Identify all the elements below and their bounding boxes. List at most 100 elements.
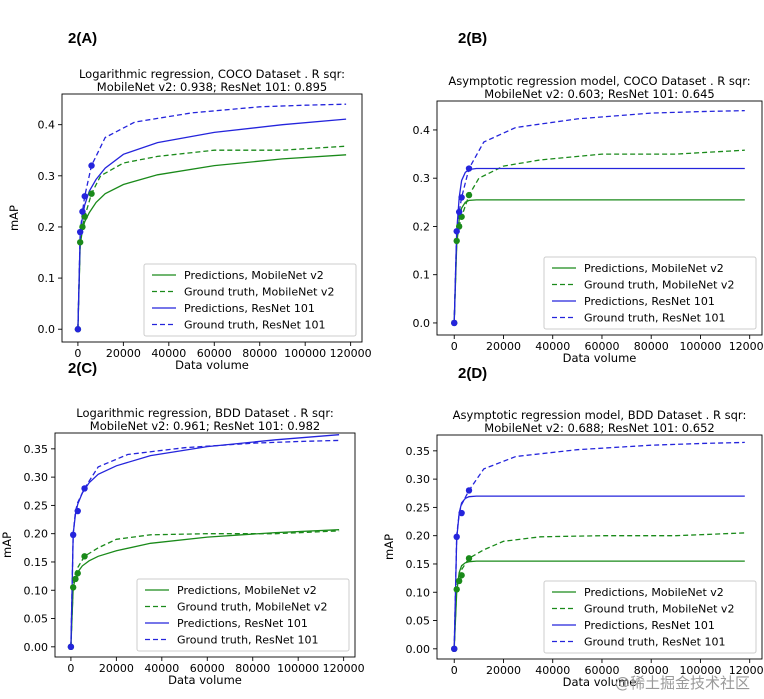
data-point	[81, 193, 88, 200]
y-tick-label: 0.3	[413, 172, 431, 185]
legend-label: Predictions, ResNet 101	[584, 619, 715, 632]
y-tick-label: 0.2	[38, 221, 56, 234]
y-tick-label: 0.4	[413, 124, 431, 137]
x-tick-label: 120000	[323, 662, 365, 675]
chart-title-line: MobileNet v2: 0.961; ResNet 101: 0.982	[90, 419, 320, 433]
series-line-2	[453, 495, 745, 649]
x-tick-label: 0	[67, 662, 74, 675]
data-point	[453, 533, 460, 541]
data-point	[453, 586, 460, 593]
y-tick-label: 0.10	[24, 584, 49, 597]
data-point	[79, 223, 86, 231]
legend-label: Ground truth, MobileNet v2	[584, 279, 734, 292]
data-point	[67, 643, 75, 651]
x-tick-label: 60000	[584, 664, 619, 677]
series-line-2	[453, 167, 745, 323]
legend-label: Ground truth, ResNet 101	[584, 636, 726, 649]
series-line-0	[453, 560, 745, 649]
data-point	[88, 190, 95, 197]
data-point	[455, 577, 463, 585]
panel-label-d: 2(D)	[458, 365, 488, 382]
x-tick-label: 40000	[151, 347, 186, 360]
x-tick-label: 40000	[144, 662, 179, 675]
y-tick-label: 0.35	[406, 445, 431, 458]
legend-label: Ground truth, MobileNet v2	[177, 601, 327, 614]
data-point	[81, 553, 88, 560]
chart-title-line: Asymptotic regression model, COCO Datase…	[448, 74, 750, 88]
data-point	[458, 509, 465, 517]
legend-label: Ground truth, ResNet 101	[177, 634, 319, 647]
plot-frame	[436, 100, 763, 336]
data-point	[74, 570, 81, 577]
data-point	[81, 485, 88, 492]
legend-box	[136, 578, 350, 652]
y-tick-label: 0.10	[406, 586, 431, 599]
x-tick-label: 20000	[99, 662, 134, 675]
x-axis-label: Data volume	[563, 675, 637, 689]
data-point	[72, 575, 79, 583]
x-tick-label: 80000	[235, 662, 270, 675]
y-axis-label: mAP	[0, 532, 14, 558]
y-tick-label: 0.00	[24, 641, 49, 654]
legend-label: Ground truth, MobileNet v2	[184, 286, 334, 299]
y-tick-label: 0.30	[406, 473, 431, 486]
y-tick-label: 0.2	[413, 220, 431, 233]
x-tick-label: 60000	[584, 340, 619, 353]
x-axis-label: Data volume	[563, 351, 637, 365]
y-tick-label: 0.05	[24, 613, 49, 626]
x-tick-label: 100000	[284, 347, 326, 360]
data-point	[458, 194, 465, 201]
x-tick-label: 40000	[535, 664, 570, 677]
data-point	[451, 319, 458, 327]
y-tick-label: 0.20	[406, 530, 431, 543]
data-point	[465, 165, 473, 172]
panel-label-c: 2(C)	[68, 360, 98, 377]
legend-label: Ground truth, ResNet 101	[584, 312, 726, 325]
y-axis-label: mAP	[7, 205, 21, 231]
chart-bdd-log: Logarithmic regression, BDD Dataset . R …	[0, 406, 365, 687]
legend-label: Predictions, MobileNet v2	[584, 586, 724, 599]
data-point	[76, 239, 84, 246]
data-point	[74, 326, 82, 333]
chart-title-line: MobileNet v2: 0.938; ResNet 101: 0.895	[97, 80, 327, 94]
chart-title-line: MobileNet v2: 0.688; ResNet 101: 0.652	[484, 421, 714, 435]
panel-label-a: 2(A)	[68, 30, 98, 47]
data-point	[69, 584, 77, 591]
chart-coco-log: Logarithmic regression, COCO Dataset . R…	[7, 67, 372, 372]
x-axis-label: Data volume	[168, 673, 242, 687]
legend-label: Predictions, MobileNet v2	[177, 584, 317, 597]
y-tick-label: 0.0	[413, 317, 431, 330]
y-tick-label: 0.15	[24, 556, 49, 569]
data-point	[81, 213, 88, 220]
series-line-1	[70, 530, 340, 647]
data-point	[465, 555, 473, 562]
x-axis-label: Data volume	[175, 358, 249, 372]
data-point	[455, 223, 463, 230]
chart-coco-asym: Asymptotic regression model, COCO Datase…	[413, 74, 764, 365]
y-tick-label: 0.1	[38, 272, 56, 285]
x-tick-label: 80000	[634, 664, 669, 677]
x-tick-label: 120000	[729, 664, 764, 677]
legend-label: Predictions, ResNet 101	[584, 295, 715, 308]
legend-label: Predictions, MobileNet v2	[584, 262, 724, 275]
x-tick-label: 80000	[242, 347, 277, 360]
x-tick-label: 0	[451, 664, 458, 677]
plot-frame	[61, 93, 363, 343]
legend-label: Predictions, ResNet 101	[184, 302, 315, 315]
chart-title-line: Asymptotic regression model, BDD Dataset…	[453, 408, 747, 422]
data-point	[458, 572, 465, 579]
series-line-3	[453, 109, 745, 323]
panel-label-b: 2(B)	[458, 30, 488, 47]
data-point	[453, 228, 460, 235]
y-tick-label: 0.20	[24, 528, 49, 541]
data-point	[465, 191, 473, 199]
data-point	[76, 228, 84, 236]
data-point	[465, 487, 473, 494]
y-tick-label: 0.4	[38, 119, 56, 132]
x-tick-label: 60000	[190, 662, 225, 675]
x-tick-label: 100000	[679, 340, 721, 353]
legend-label: Ground truth, ResNet 101	[184, 319, 326, 332]
x-tick-label: 80000	[634, 340, 669, 353]
data-point	[79, 208, 86, 215]
x-tick-label: 40000	[535, 340, 570, 353]
